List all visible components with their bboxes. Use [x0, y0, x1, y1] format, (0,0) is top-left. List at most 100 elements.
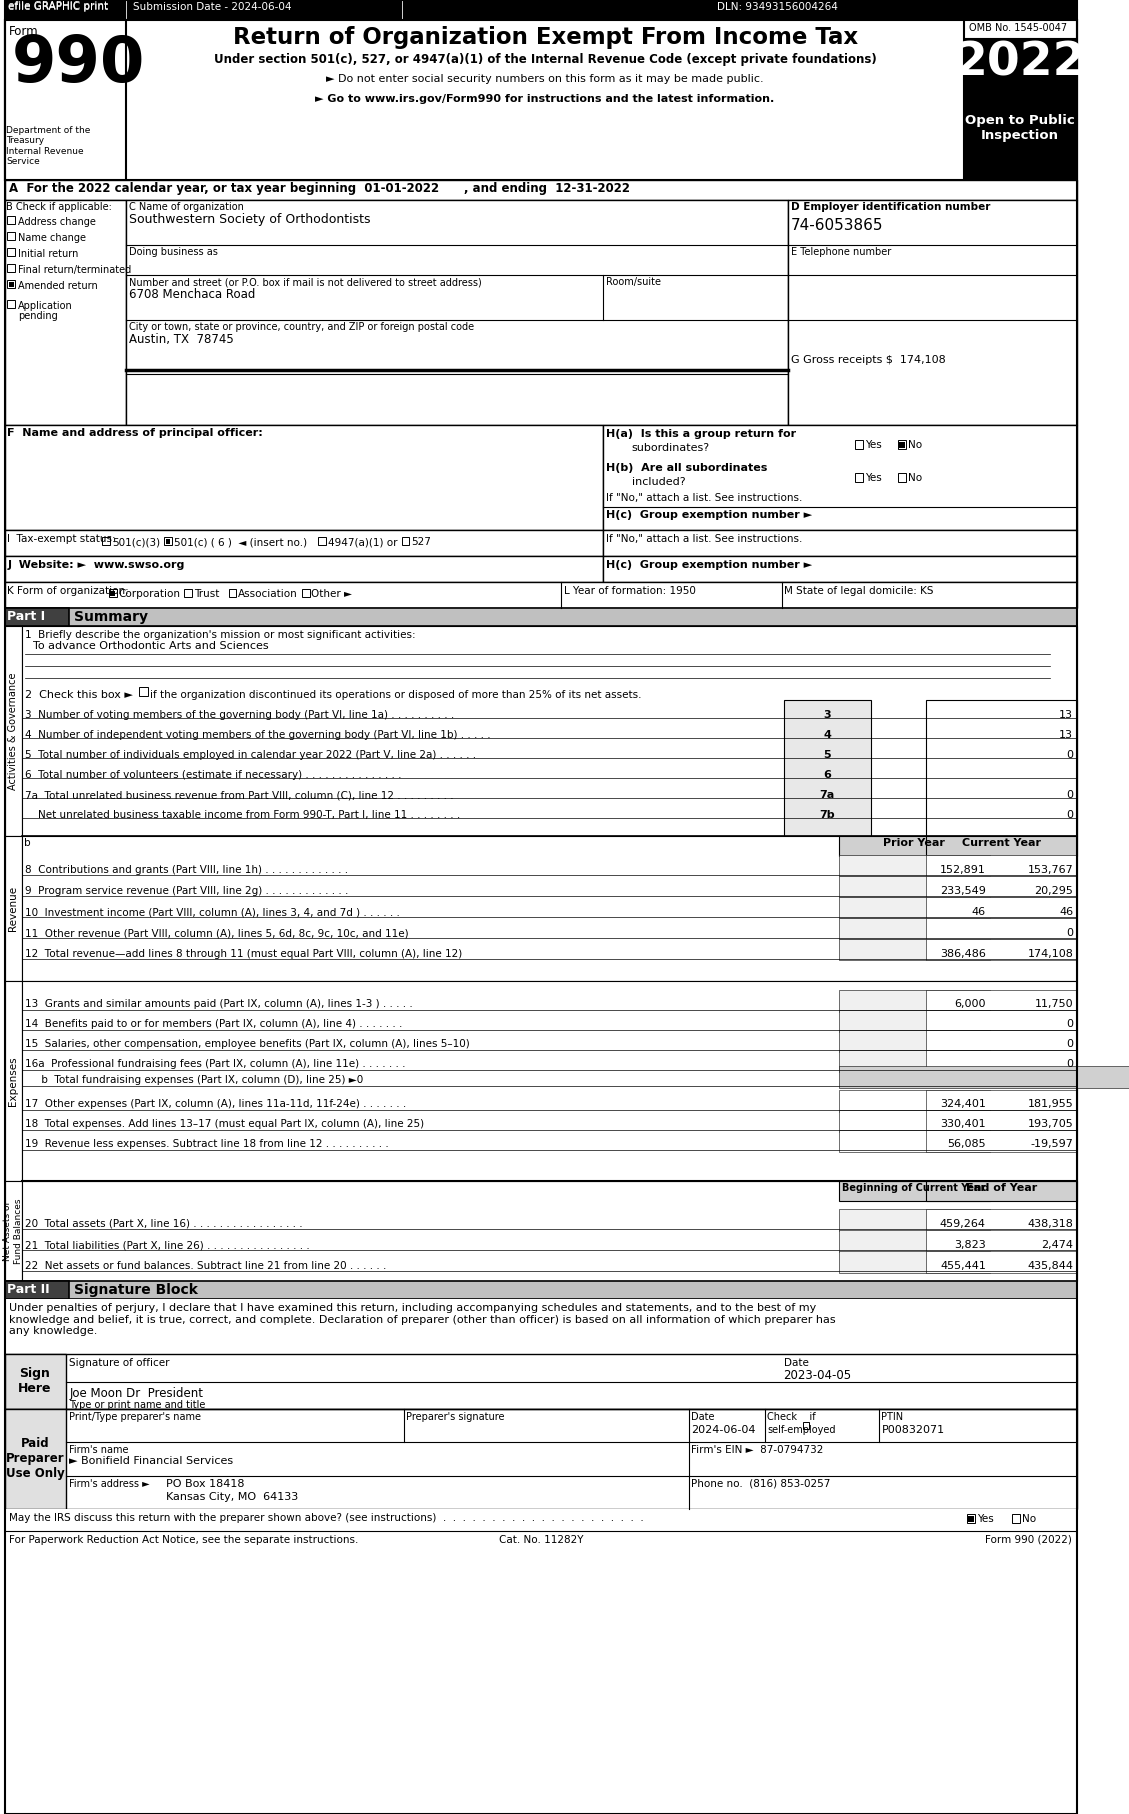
- Bar: [5, 20, 1077, 180]
- Text: 46: 46: [972, 907, 986, 918]
- Text: If "No," attach a list. See instructions.: If "No," attach a list. See instructions…: [606, 493, 803, 502]
- Bar: [839, 854, 990, 876]
- Bar: [926, 876, 1077, 896]
- Bar: [839, 896, 990, 918]
- Text: 6: 6: [823, 769, 831, 780]
- Text: Form 990 (2022): Form 990 (2022): [986, 1535, 1073, 1546]
- Bar: [839, 1130, 990, 1152]
- Text: Trust: Trust: [193, 590, 219, 599]
- Text: Prior Year: Prior Year: [883, 838, 945, 847]
- Text: End of Year: End of Year: [966, 1183, 1038, 1194]
- Text: 7a: 7a: [820, 791, 834, 800]
- Text: Date: Date: [784, 1359, 808, 1368]
- Bar: [21, 626, 1077, 836]
- Text: 18  Total expenses. Add lines 13–17 (must equal Part IX, column (A), line 25): 18 Total expenses. Add lines 13–17 (must…: [26, 1119, 425, 1128]
- Bar: [126, 200, 788, 424]
- Text: ► Bonifield Financial Services: ► Bonifield Financial Services: [69, 1457, 234, 1466]
- Bar: [5, 608, 1077, 626]
- Text: 0: 0: [1066, 1039, 1074, 1048]
- Text: self-employed: self-employed: [768, 1426, 835, 1435]
- Text: To advance Orthodontic Arts and Sciences: To advance Orthodontic Arts and Sciences: [33, 640, 269, 651]
- Text: Yes: Yes: [865, 441, 882, 450]
- Bar: [8, 279, 15, 288]
- Bar: [926, 1110, 1077, 1132]
- Text: b: b: [24, 838, 30, 847]
- Text: 2024-06-04: 2024-06-04: [691, 1426, 756, 1435]
- Text: 1  Briefly describe the organization's mission or most significant activities:: 1 Briefly describe the organization's mi…: [26, 629, 417, 640]
- Text: efile GRAPHIC print: efile GRAPHIC print: [8, 2, 108, 11]
- Bar: [839, 1181, 990, 1201]
- Bar: [855, 441, 864, 450]
- Bar: [899, 441, 904, 448]
- Bar: [926, 1230, 1077, 1252]
- Bar: [184, 590, 192, 597]
- Text: Net Assets or
Fund Balances: Net Assets or Fund Balances: [3, 1199, 23, 1264]
- Bar: [964, 20, 1077, 180]
- Bar: [603, 530, 1077, 557]
- Text: H(c)  Group exemption number ►: H(c) Group exemption number ►: [606, 561, 812, 570]
- Bar: [839, 918, 990, 940]
- Bar: [839, 1067, 1129, 1088]
- Text: Austin, TX  78745: Austin, TX 78745: [129, 334, 234, 346]
- Text: 5: 5: [823, 749, 831, 760]
- Text: pending: pending: [18, 310, 58, 321]
- Bar: [926, 940, 1077, 960]
- Bar: [966, 1515, 975, 1524]
- Text: Association: Association: [238, 590, 298, 599]
- Text: Summary: Summary: [73, 610, 148, 624]
- Text: L Year of formation: 1950: L Year of formation: 1950: [564, 586, 695, 597]
- Bar: [318, 537, 325, 544]
- Text: P00832071: P00832071: [882, 1426, 945, 1435]
- Bar: [402, 537, 409, 544]
- Text: H(c)  Group exemption number ►: H(c) Group exemption number ►: [606, 510, 812, 521]
- Text: ► Go to www.irs.gov/Form990 for instructions and the latest information.: ► Go to www.irs.gov/Form990 for instruct…: [315, 94, 774, 103]
- Text: 501(c) ( 6 )  ◄ (insert no.): 501(c) ( 6 ) ◄ (insert no.): [174, 537, 307, 548]
- Bar: [969, 1515, 974, 1522]
- Bar: [839, 940, 990, 960]
- Text: Cat. No. 11282Y: Cat. No. 11282Y: [499, 1535, 584, 1546]
- Text: 4: 4: [823, 729, 831, 740]
- Text: 527: 527: [411, 537, 431, 548]
- Bar: [926, 918, 1077, 940]
- Text: 330,401: 330,401: [940, 1119, 986, 1128]
- Text: No: No: [1022, 1515, 1036, 1524]
- Text: 9  Program service revenue (Part VIII, line 2g) . . . . . . . . . . . . .: 9 Program service revenue (Part VIII, li…: [26, 885, 349, 896]
- Text: M State of legal domicile: KS: M State of legal domicile: KS: [785, 586, 934, 597]
- Text: 11,750: 11,750: [1034, 1000, 1074, 1009]
- Bar: [5, 180, 1077, 200]
- Bar: [926, 990, 1077, 1012]
- Text: 152,891: 152,891: [940, 865, 986, 874]
- Bar: [964, 105, 1077, 180]
- Text: 3,823: 3,823: [954, 1241, 986, 1250]
- Bar: [5, 530, 603, 557]
- Text: subordinates?: subordinates?: [631, 443, 710, 454]
- Bar: [839, 990, 990, 1012]
- Text: May the IRS discuss this return with the preparer shown above? (see instructions: May the IRS discuss this return with the…: [9, 1513, 644, 1524]
- Bar: [839, 876, 990, 896]
- Bar: [839, 1090, 990, 1112]
- Text: Under penalties of perjury, I declare that I have examined this return, includin: Under penalties of perjury, I declare th…: [9, 1302, 835, 1337]
- Text: City or town, state or province, country, and ZIP or foreign postal code: City or town, state or province, country…: [129, 323, 474, 332]
- Text: Firm's name: Firm's name: [69, 1446, 129, 1455]
- Bar: [839, 1230, 990, 1252]
- Bar: [8, 216, 15, 223]
- Text: Preparer's signature: Preparer's signature: [406, 1411, 505, 1422]
- Text: Phone no.  (816) 853-0257: Phone no. (816) 853-0257: [691, 1478, 831, 1489]
- Bar: [5, 0, 1077, 20]
- Text: 2  Check this box ►: 2 Check this box ►: [26, 689, 133, 700]
- Text: 16a  Professional fundraising fees (Part IX, column (A), line 11e) . . . . . . .: 16a Professional fundraising fees (Part …: [26, 1059, 406, 1068]
- Text: DLN: 93493156004264: DLN: 93493156004264: [717, 2, 838, 13]
- Text: 46: 46: [1059, 907, 1074, 918]
- Bar: [8, 232, 15, 239]
- Bar: [5, 557, 603, 582]
- Bar: [103, 537, 110, 544]
- Text: For Paperwork Reduction Act Notice, see the separate instructions.: For Paperwork Reduction Act Notice, see …: [9, 1535, 359, 1546]
- Text: 22  Net assets or fund balances. Subtract line 21 from line 20 . . . . . .: 22 Net assets or fund balances. Subtract…: [26, 1261, 387, 1272]
- Text: Check    if: Check if: [768, 1411, 816, 1422]
- Text: 2023-04-05: 2023-04-05: [784, 1370, 851, 1382]
- Text: 20  Total assets (Part X, line 16) . . . . . . . . . . . . . . . . .: 20 Total assets (Part X, line 16) . . . …: [26, 1219, 303, 1230]
- Bar: [855, 473, 864, 483]
- Text: 14  Benefits paid to or for members (Part IX, column (A), line 4) . . . . . . .: 14 Benefits paid to or for members (Part…: [26, 1019, 403, 1029]
- Text: 6,000: 6,000: [954, 1000, 986, 1009]
- Text: 459,264: 459,264: [939, 1219, 986, 1230]
